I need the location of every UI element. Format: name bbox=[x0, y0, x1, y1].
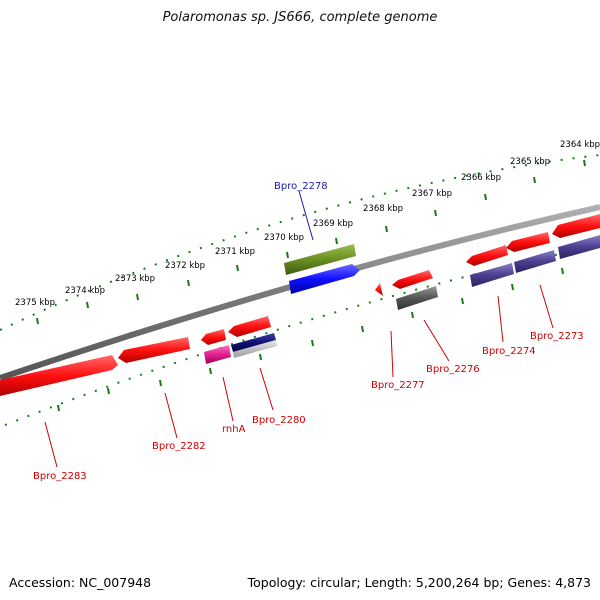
accession-text: Accession: NC_007948 bbox=[9, 575, 152, 590]
gene-red-small[interactable] bbox=[375, 283, 383, 296]
gene-bpro-2282[interactable] bbox=[118, 337, 190, 363]
gene-label-rnha: rnhA bbox=[222, 424, 246, 435]
tick-label: 2374 kbp bbox=[65, 286, 105, 296]
inner-major-ticks bbox=[57, 267, 564, 412]
gene-label-bpro-2277: Bpro_2277 bbox=[371, 380, 425, 391]
tick-label: 2369 kbp bbox=[313, 219, 353, 229]
gene-label-bpro-2278: Bpro_2278 bbox=[274, 181, 328, 192]
tick-label: 2367 kbp bbox=[412, 189, 452, 199]
gene-bpro-2273-slate[interactable] bbox=[514, 250, 556, 273]
tick-label: 2371 kbp bbox=[215, 247, 255, 257]
tick-labels: 2364 kbp 2365 kbp 2366 kbp 2367 kbp 2368… bbox=[15, 140, 600, 308]
tick-label: 2373 kbp bbox=[115, 274, 155, 284]
gene-label-bpro-2273: Bpro_2273 bbox=[530, 331, 584, 342]
inner-tick-track bbox=[4, 244, 600, 426]
tick-label: 2364 kbp bbox=[560, 140, 600, 150]
tick-label: 2375 kbp bbox=[15, 298, 55, 308]
gene-bpro-2278-blue[interactable] bbox=[289, 264, 360, 294]
gene-bpro-2276-gray[interactable] bbox=[396, 286, 438, 310]
gene-label-bpro-2282: Bpro_2282 bbox=[152, 441, 206, 452]
gene-label-bpro-2280: Bpro_2280 bbox=[252, 415, 306, 426]
tick-label: 2370 kbp bbox=[264, 233, 304, 243]
tick-label: 2368 kbp bbox=[363, 204, 403, 214]
gene-rnha-magenta[interactable] bbox=[204, 345, 231, 364]
gene-bpro-2274-slate[interactable] bbox=[470, 263, 514, 287]
gene-label-bpro-2276: Bpro_2276 bbox=[426, 364, 480, 375]
gene-bpro-2280-light[interactable] bbox=[233, 340, 277, 358]
gene-label-bpro-2283: Bpro_2283 bbox=[33, 471, 87, 482]
gene-red-2276-top[interactable] bbox=[392, 270, 433, 289]
gene-rnha-red[interactable] bbox=[201, 329, 226, 345]
tick-label: 2372 kbp bbox=[165, 261, 205, 271]
gene-bpro-2273-red[interactable] bbox=[506, 232, 550, 252]
leader-lines bbox=[44, 190, 554, 468]
tick-label: 2365 kbp bbox=[510, 157, 550, 167]
map-title: Polaromonas sp. JS666, complete genome bbox=[162, 10, 438, 25]
gene-label-bpro-2274: Bpro_2274 bbox=[482, 346, 536, 357]
gene-red-right-edge[interactable] bbox=[552, 214, 600, 238]
outer-major-ticks bbox=[36, 159, 586, 325]
gene-bpro-2280-navy[interactable] bbox=[231, 333, 276, 352]
gene-bpro-2278-olive[interactable] bbox=[284, 244, 356, 275]
gene-bpro-2283[interactable] bbox=[0, 355, 118, 396]
gene-slate-right-edge[interactable] bbox=[558, 235, 600, 259]
summary-text: Topology: circular; Length: 5,200,264 bp… bbox=[247, 575, 591, 590]
gene-bpro-2274-red[interactable] bbox=[466, 245, 508, 266]
gene-bpro-2280-red[interactable] bbox=[228, 316, 271, 337]
tick-label: 2366 kbp bbox=[461, 173, 501, 183]
gene-labels: Bpro_2278 Bpro_2273 Bpro_2274 Bpro_2276 … bbox=[33, 181, 584, 482]
